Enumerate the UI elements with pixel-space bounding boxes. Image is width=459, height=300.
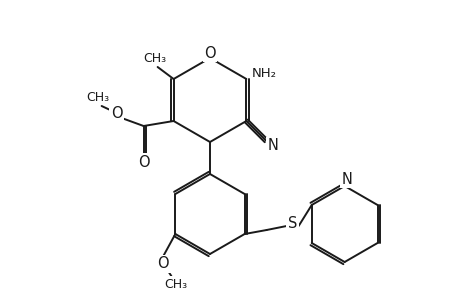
Text: CH₃: CH₃ <box>86 91 109 103</box>
Text: O: O <box>204 46 215 61</box>
Text: CH₃: CH₃ <box>163 278 186 290</box>
Text: N: N <box>267 138 278 153</box>
Text: O: O <box>157 256 169 272</box>
Text: N: N <box>341 172 351 187</box>
Text: NH₂: NH₂ <box>252 67 276 80</box>
Text: CH₃: CH₃ <box>143 52 166 64</box>
Text: O: O <box>111 106 122 121</box>
Text: O: O <box>138 154 149 169</box>
Text: S: S <box>287 217 297 232</box>
